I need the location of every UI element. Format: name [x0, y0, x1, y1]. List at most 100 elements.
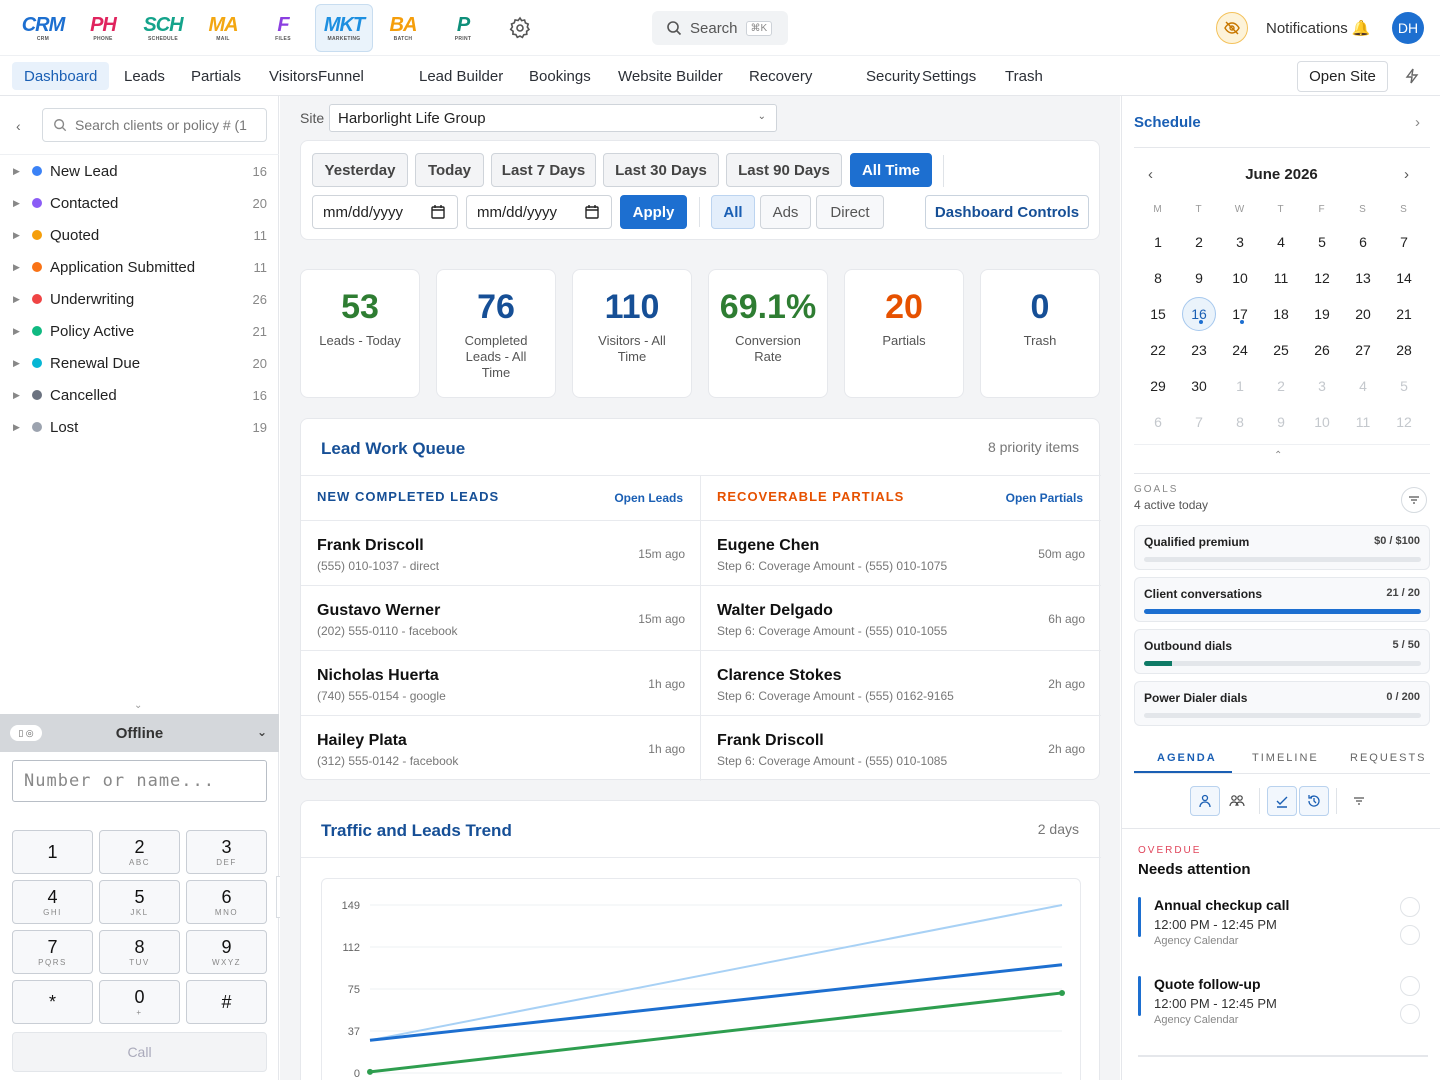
calendar-day[interactable]: 27 — [1355, 342, 1371, 358]
tab-timeline[interactable]: TIMELINE — [1252, 752, 1319, 764]
call-button[interactable]: Call — [12, 1032, 267, 1072]
calendar-day[interactable]: 10 — [1314, 414, 1330, 430]
dial-key-2[interactable]: 2 ABC — [99, 830, 180, 874]
goal-card[interactable]: Client conversations 21 / 20 — [1134, 577, 1430, 622]
nav-settings[interactable]: Settings — [922, 68, 977, 85]
global-search[interactable]: Search ⌘K — [652, 11, 788, 45]
calendar-day[interactable]: 12 — [1314, 270, 1330, 286]
nav-recovery[interactable]: Recovery — [749, 68, 813, 85]
goal-card[interactable]: Power Dialer dials 0 / 200 — [1134, 681, 1430, 726]
dial-key-4[interactable]: 4 GHI — [12, 880, 93, 924]
app-schedule[interactable]: SCH SCHEDULE — [134, 4, 192, 52]
range-last-90-days-button[interactable]: Last 90 Days — [726, 153, 842, 187]
dial-key-5[interactable]: 5 JKL — [99, 880, 180, 924]
dashboard-controls-button[interactable]: Dashboard Controls — [925, 195, 1089, 229]
calendar-day[interactable]: 28 — [1396, 342, 1412, 358]
phone-toggle-icon[interactable]: ▯ ◎ — [10, 725, 42, 741]
range-last-30-days-button[interactable]: Last 30 Days — [603, 153, 719, 187]
calendar-day[interactable]: 10 — [1232, 270, 1248, 286]
stage-renewal-due[interactable]: ▶ Renewal Due 20 — [0, 347, 279, 379]
nav-website-builder[interactable]: Website Builder — [618, 68, 723, 85]
filter-icon[interactable] — [1401, 487, 1427, 513]
chevron-up-icon[interactable]: ⌃ — [1274, 450, 1283, 461]
group-filter-icon[interactable] — [1222, 786, 1252, 816]
goal-card[interactable]: Outbound dials 5 / 50 — [1134, 629, 1430, 674]
open-leads-link[interactable]: Open Leads — [614, 491, 683, 505]
apply-button[interactable]: Apply — [620, 195, 687, 229]
complete-icon[interactable] — [1400, 897, 1420, 917]
caret-right-icon[interactable]: ▶ — [13, 165, 20, 176]
app-files[interactable]: F FILES — [254, 4, 312, 52]
stage-new-lead[interactable]: ▶ New Lead 16 — [0, 155, 279, 187]
partial-row[interactable]: Frank Driscoll Step 6: Coverage Amount - … — [701, 715, 1101, 780]
calendar-day[interactable]: 3 — [1318, 378, 1326, 394]
app-phone[interactable]: PH PHONE — [74, 4, 132, 52]
goal-card[interactable]: Qualified premium $0 / $100 — [1134, 525, 1430, 570]
source-ads-button[interactable]: Ads — [760, 195, 811, 229]
calendar-day[interactable]: 11 — [1273, 270, 1289, 286]
calendar-day[interactable]: 1 — [1236, 378, 1244, 394]
dial-key-star[interactable]: * — [12, 980, 93, 1024]
avatar[interactable]: DH — [1392, 12, 1424, 44]
range-today-button[interactable]: Today — [415, 153, 484, 187]
series-point[interactable] — [367, 1068, 373, 1075]
snooze-icon[interactable] — [1400, 1004, 1420, 1024]
chevron-down-icon[interactable]: ⌄ — [256, 725, 267, 739]
calendar-day[interactable]: 16 — [1182, 297, 1216, 331]
schedule-title[interactable]: Schedule — [1134, 114, 1201, 131]
bolt-icon[interactable] — [1404, 68, 1420, 84]
nav-bookings[interactable]: Bookings — [529, 68, 591, 85]
app-print[interactable]: P PRINT — [434, 4, 492, 52]
tab-agenda[interactable]: AGENDA — [1157, 752, 1217, 764]
gear-icon[interactable] — [508, 16, 532, 40]
app-batch[interactable]: BA BATCH — [374, 4, 432, 52]
dial-key-9[interactable]: 9 WXYZ — [186, 930, 267, 974]
stat-card[interactable]: 69.1% Conversion Rate — [708, 269, 828, 398]
caret-right-icon[interactable]: ▶ — [13, 389, 20, 400]
end-date-input[interactable]: mm/dd/yyyy — [466, 195, 612, 229]
sort-filter-icon[interactable] — [1344, 786, 1374, 816]
dial-key-0[interactable]: 0 + — [99, 980, 180, 1024]
lead-row[interactable]: Frank Driscoll (555) 010-1037 - direct 15m… — [301, 520, 701, 585]
calendar-day[interactable]: 7 — [1400, 234, 1408, 250]
calendar-day[interactable]: 30 — [1191, 378, 1207, 394]
nav-visitors[interactable]: Visitors — [269, 68, 318, 85]
nav-funnel[interactable]: Funnel — [318, 68, 364, 85]
stat-card[interactable]: 110 Visitors - All Time — [572, 269, 692, 398]
nav-security[interactable]: Security — [866, 68, 921, 85]
check-filter-icon[interactable] — [1267, 786, 1297, 816]
calendar-day[interactable]: 9 — [1195, 270, 1203, 286]
source-all-button[interactable]: All — [711, 195, 755, 229]
app-marketing[interactable]: MKT MARKETING — [315, 4, 373, 52]
dial-key-6[interactable]: 6 MNO — [186, 880, 267, 924]
calendar-day[interactable]: 6 — [1359, 234, 1367, 250]
prev-month-icon[interactable]: ‹ — [1148, 166, 1153, 183]
notifications-button[interactable]: Notifications 🔔 — [1266, 19, 1371, 37]
partial-row[interactable]: Eugene Chen Step 6: Coverage Amount - (55… — [701, 520, 1101, 585]
chevron-right-icon[interactable]: › — [1415, 114, 1420, 131]
calendar-day[interactable]: 8 — [1154, 270, 1162, 286]
calendar-day[interactable]: 4 — [1277, 234, 1285, 250]
snooze-icon[interactable] — [1400, 925, 1420, 945]
dial-key-1[interactable]: 1 — [12, 830, 93, 874]
app-mail[interactable]: MA MAIL — [194, 4, 252, 52]
caret-right-icon[interactable]: ▶ — [13, 229, 20, 240]
site-select[interactable]: Harborlight Life Group ⌄ — [329, 104, 777, 132]
stage-contacted[interactable]: ▶ Contacted 20 — [0, 187, 279, 219]
calendar-day[interactable]: 23 — [1191, 342, 1207, 358]
lead-row[interactable]: Nicholas Huerta (740) 555-0154 - google 1h… — [301, 650, 701, 715]
range-last-7-days-button[interactable]: Last 7 Days — [491, 153, 596, 187]
partial-row[interactable]: Walter Delgado Step 6: Coverage Amount - … — [701, 585, 1101, 650]
complete-icon[interactable] — [1400, 976, 1420, 996]
history-filter-icon[interactable] — [1299, 786, 1329, 816]
calendar-icon[interactable] — [585, 205, 599, 219]
calendar-day[interactable]: 7 — [1195, 414, 1203, 430]
dial-key-3[interactable]: 3 DEF — [186, 830, 267, 874]
stage-cancelled[interactable]: ▶ Cancelled 16 — [0, 379, 279, 411]
stat-card[interactable]: 76 Completed Leads - All Time — [436, 269, 556, 398]
caret-right-icon[interactable]: ▶ — [13, 261, 20, 272]
dial-key-8[interactable]: 8 TUV — [99, 930, 180, 974]
stage-application-submitted[interactable]: ▶ Application Submitted 11 — [0, 251, 279, 283]
client-search-input[interactable]: Search clients or policy # (1 — [42, 108, 267, 142]
nav-dashboard[interactable]: Dashboard — [12, 62, 110, 90]
